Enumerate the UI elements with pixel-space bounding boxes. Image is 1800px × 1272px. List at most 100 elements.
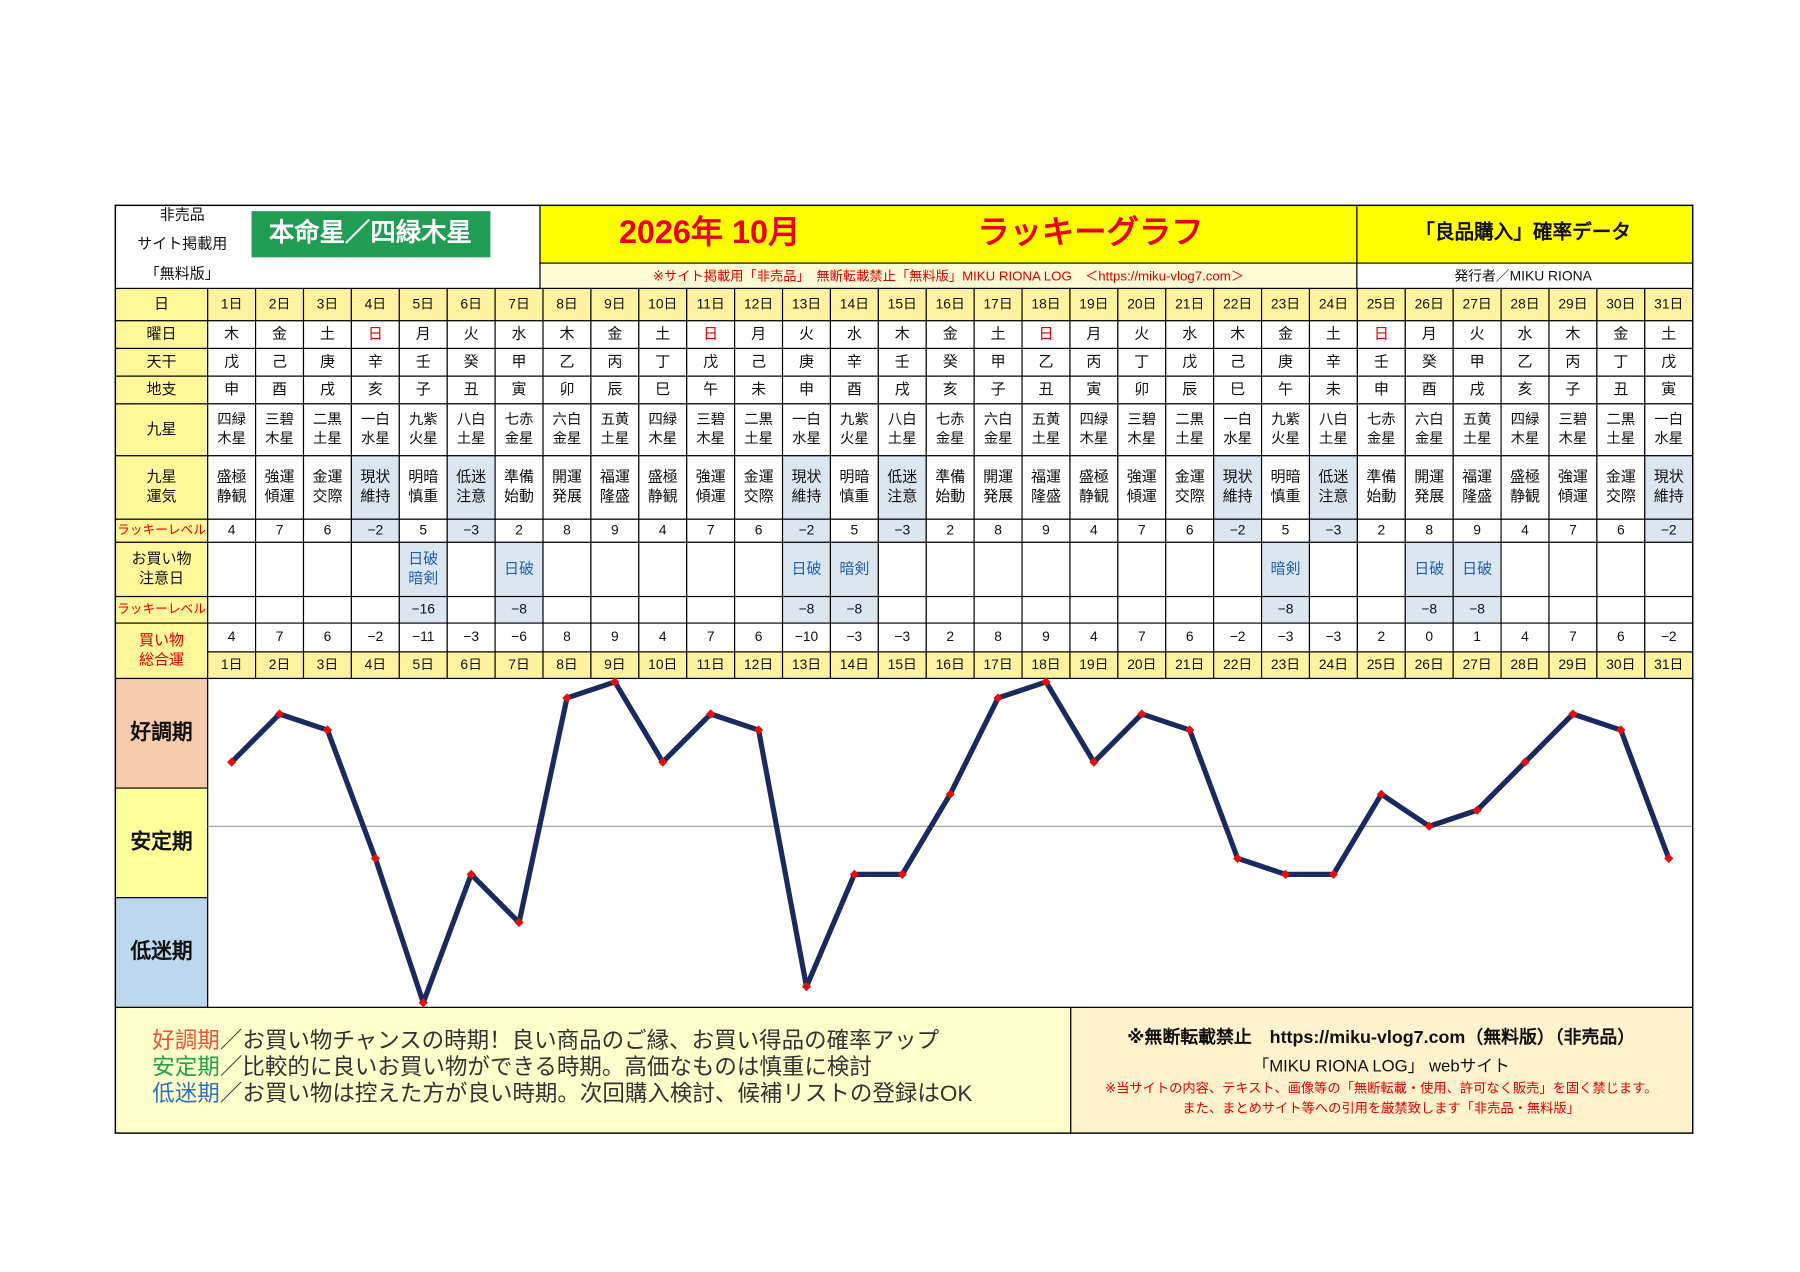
cell [781, 287, 832, 322]
shi: 亥 [943, 381, 958, 398]
shi: 巳 [1230, 381, 1245, 398]
cell [1117, 320, 1167, 350]
kan: 己 [272, 353, 287, 370]
day: 3日 [317, 656, 339, 672]
cell [925, 287, 975, 322]
day: 18日 [1031, 295, 1060, 311]
cell [1308, 595, 1358, 624]
day: 23日 [1271, 656, 1300, 672]
lucky-level: 7 [1138, 521, 1146, 537]
lucky-level-2: −16 [412, 600, 436, 616]
weekday: 月 [1422, 326, 1437, 343]
cell [398, 375, 448, 405]
weekday: 月 [416, 326, 431, 343]
cell [686, 622, 736, 653]
unki: 維持 [791, 488, 821, 505]
unki: 発展 [983, 488, 1013, 505]
day: 1日 [221, 656, 243, 672]
unki: 始動 [504, 488, 534, 505]
cell [1500, 651, 1550, 680]
cell [1165, 595, 1215, 624]
cell [1404, 651, 1454, 680]
unki: 盛極 [648, 469, 678, 486]
cell [1260, 541, 1311, 598]
unki: 注意 [456, 487, 486, 505]
cell [1117, 347, 1167, 377]
marker [706, 709, 716, 719]
lucky-level-2: −8 [1278, 600, 1294, 616]
shi: 巳 [655, 381, 670, 398]
day: 26日 [1415, 295, 1444, 311]
cell [1596, 541, 1646, 598]
cell [1165, 622, 1215, 653]
lucky-level: 8 [563, 521, 571, 537]
row-label: ラッキーレベル [117, 602, 206, 616]
cell [1021, 595, 1071, 624]
lucky-level: 4 [1521, 521, 1529, 537]
legend-entry: 安定期／比較的に良いお買い物ができる時期。高価なものは慎重に検討 [152, 1054, 872, 1079]
kyusei: 七赤 [936, 411, 965, 428]
weekday: 金 [943, 326, 958, 343]
weekday: 土 [991, 326, 1006, 343]
total: −10 [795, 628, 819, 644]
unki: 明暗 [408, 469, 438, 486]
shi: 子 [991, 381, 1006, 398]
cell [207, 320, 257, 350]
shi: 戌 [320, 381, 335, 398]
unki: 慎重 [839, 487, 869, 505]
cell [446, 455, 496, 520]
cell [734, 541, 784, 598]
cell [1213, 403, 1263, 457]
caution: 暗剣 [1271, 560, 1301, 577]
day: 5日 [412, 656, 434, 672]
day: 14日 [840, 656, 869, 672]
shi: 申 [224, 381, 239, 398]
cell [829, 320, 879, 350]
unki: 慎重 [408, 487, 438, 505]
kyusei: 木星 [696, 430, 725, 447]
day: 5日 [412, 295, 434, 311]
kyusei: 木星 [648, 430, 677, 447]
day: 8日 [556, 295, 578, 311]
marker [1089, 757, 1099, 767]
day: 22日 [1223, 656, 1252, 672]
kyusei: 九紫 [1271, 411, 1300, 428]
cell [973, 455, 1023, 520]
cell [1356, 595, 1406, 624]
lucky-level: 9 [1042, 521, 1050, 537]
cell [781, 541, 832, 598]
kyusei: 五黄 [1463, 411, 1492, 428]
cell [446, 403, 496, 457]
weekday: 火 [799, 326, 814, 343]
kyusei: 二黒 [744, 412, 773, 428]
shi: 未 [1326, 381, 1341, 398]
total: 8 [994, 628, 1002, 644]
cell [1308, 347, 1358, 377]
kyusei: 水星 [1223, 430, 1252, 447]
row-label: 天干 [147, 353, 177, 370]
lucky-level: 5 [1282, 521, 1290, 537]
day: 19日 [1079, 656, 1108, 672]
cell [542, 287, 592, 322]
cell [781, 622, 832, 653]
cell [1213, 287, 1263, 322]
shi: 卯 [1134, 381, 1149, 398]
unki: 静観 [217, 488, 247, 505]
cell [1644, 541, 1694, 598]
unki: 始動 [1366, 488, 1396, 505]
day: 15日 [888, 656, 917, 672]
weekday: 日 [368, 326, 383, 343]
caution: 日破 [1462, 560, 1492, 577]
kan: 己 [1230, 353, 1245, 370]
cell [1644, 622, 1694, 653]
cell [350, 347, 400, 377]
cell [350, 622, 400, 653]
unki: 維持 [360, 488, 390, 505]
unki: 維持 [1223, 488, 1253, 505]
unki: 低迷 [1318, 469, 1348, 486]
cell [829, 347, 879, 377]
kyusei: 九紫 [840, 411, 869, 428]
weekday: 土 [320, 326, 335, 343]
cell [638, 403, 688, 457]
